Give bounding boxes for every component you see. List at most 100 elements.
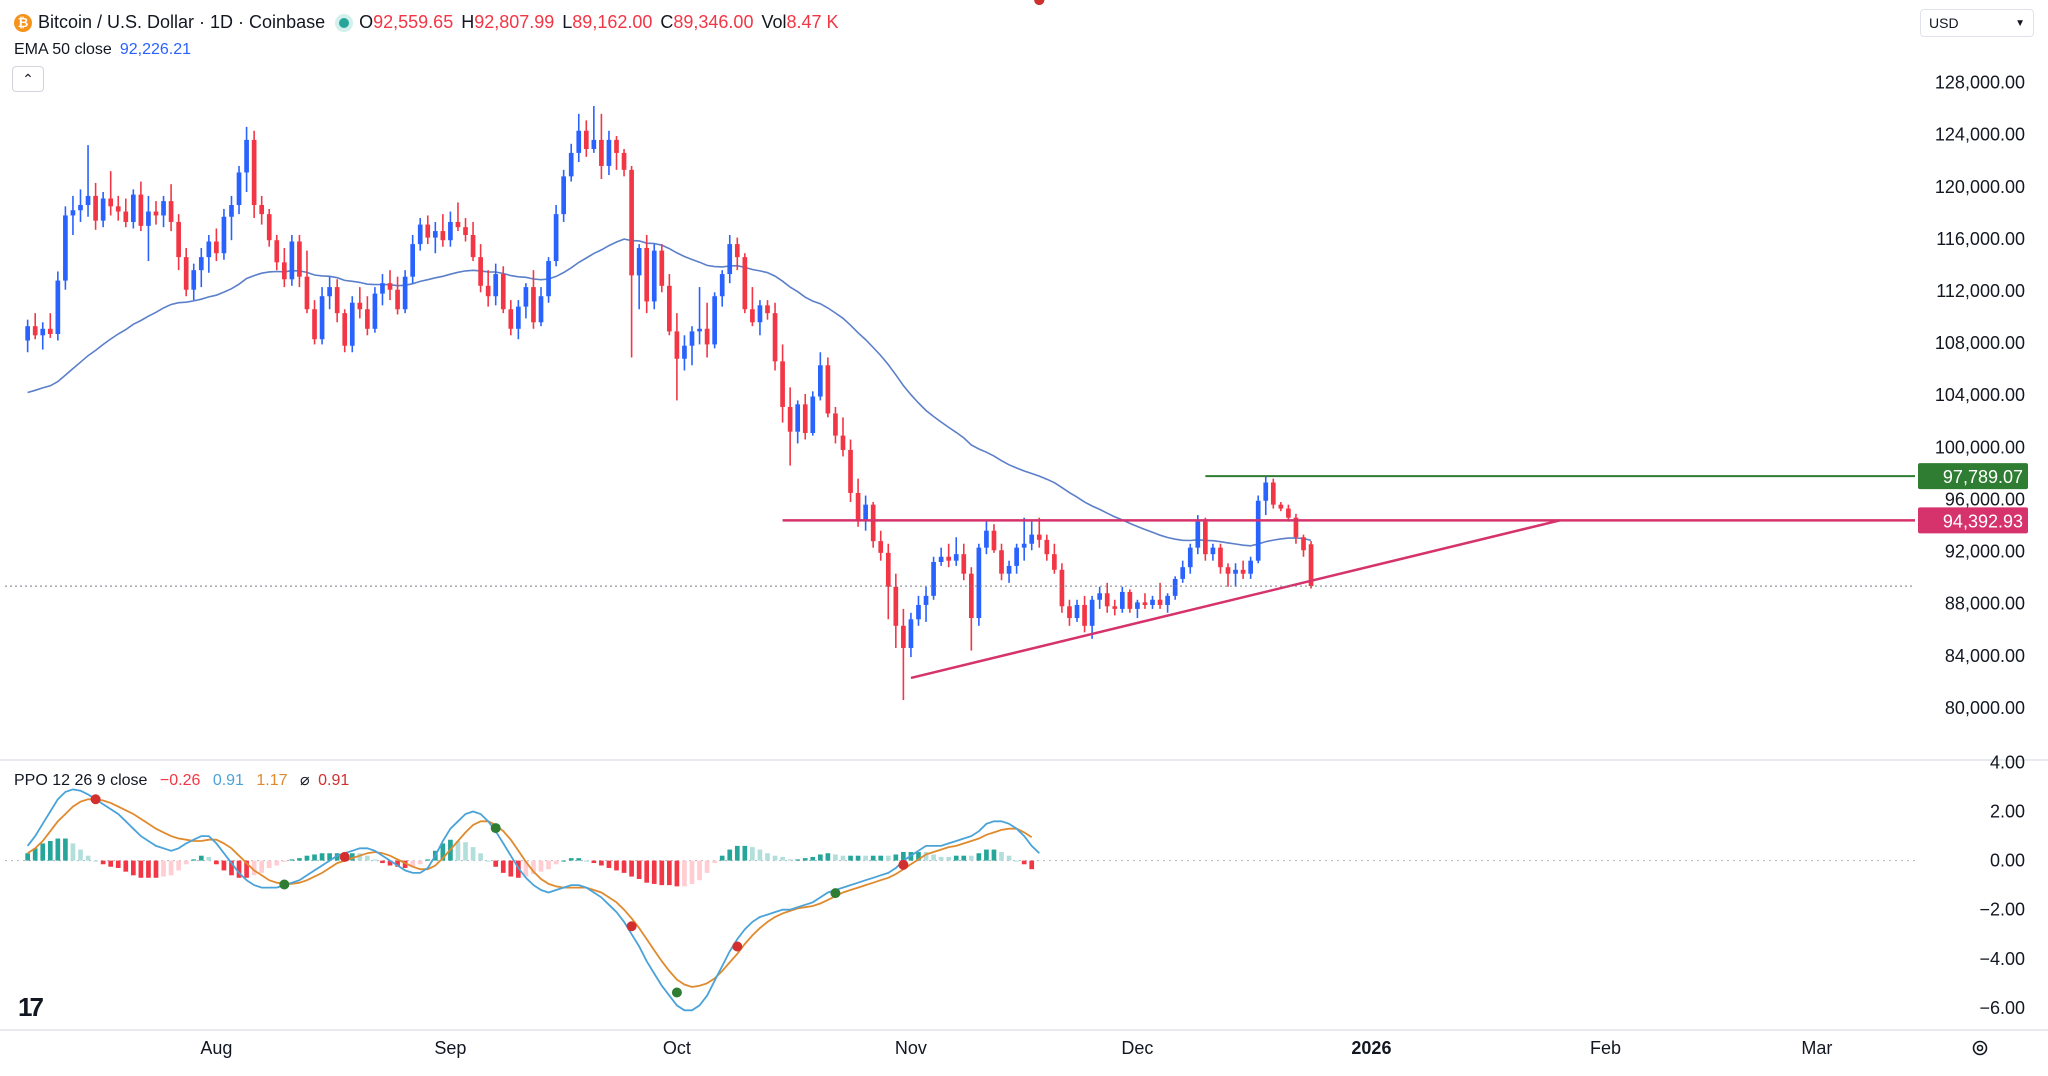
ppo-cross-dot	[279, 879, 290, 890]
candle-body	[1067, 606, 1072, 618]
candle-body	[787, 406, 793, 432]
ppo-hist-bar	[289, 859, 295, 861]
ppo-hist-bar	[772, 855, 778, 861]
candle-body	[1157, 599, 1163, 605]
candles-layer	[25, 106, 1314, 701]
candle-body	[221, 216, 227, 254]
candle-body	[334, 287, 340, 314]
ppo-hist-bar	[85, 855, 91, 861]
candle-body	[1044, 539, 1050, 555]
candle-body	[614, 139, 619, 153]
ppo-hist-bar	[674, 860, 680, 887]
candle-body	[863, 504, 868, 521]
candle-body	[1286, 508, 1291, 518]
candle-body	[833, 413, 838, 436]
candle-body	[70, 210, 76, 216]
candle-body	[365, 309, 370, 329]
time-tick-label: Nov	[895, 1038, 927, 1058]
candle-body	[659, 250, 665, 286]
ppo-hist-bar	[576, 858, 582, 861]
candle-body	[1225, 567, 1231, 574]
tradingview-logo[interactable]: 17	[18, 992, 44, 1022]
low-value: 89,162.00	[572, 12, 653, 32]
ppo-hist-bar	[621, 860, 627, 873]
ppo-hist-bar	[991, 849, 997, 861]
ppo-hist-bar	[508, 860, 514, 877]
candle-body	[636, 248, 642, 276]
candle-body	[289, 241, 295, 280]
candle-body	[500, 274, 506, 310]
ppo-cross-dot	[1034, 0, 1045, 5]
price-axis: 128,000.00 124,000.00 120,000.00 116,000.00…	[1918, 73, 2028, 1018]
ppo-hist-bar	[531, 860, 536, 875]
ppo-hist-bar	[176, 860, 181, 871]
ppo-hist-bar	[500, 860, 506, 873]
ppo-hist-bar	[765, 853, 770, 861]
ppo-hist-bar	[372, 859, 378, 861]
currency-select[interactable]: USD ▼	[1920, 9, 2034, 37]
candle-body	[349, 302, 355, 346]
price-tick-label: 80,000.00	[1945, 698, 2025, 718]
candle-body	[727, 244, 733, 275]
ppo-legend[interactable]: PPO 12 26 9 close −0.26 0.91 1.17 ⌀ 0.91	[14, 770, 349, 790]
collapse-legend-button[interactable]: ⌃	[12, 66, 44, 92]
time-tick-label: Mar	[1801, 1038, 1832, 1058]
ema-legend[interactable]: EMA 50 close 92,226.21	[14, 41, 191, 59]
candle-body	[674, 331, 680, 359]
candle-body	[870, 504, 876, 542]
candle-body	[304, 276, 310, 310]
candle-body	[85, 195, 91, 206]
ppo-hist-bar	[968, 855, 974, 861]
candle-body	[387, 283, 393, 290]
candle-body	[931, 561, 936, 596]
candle-body	[410, 244, 416, 277]
price-tick-label: 88,000.00	[1945, 594, 2025, 614]
candle-body	[772, 313, 778, 362]
open-value: 92,559.65	[373, 12, 454, 32]
candle-body	[817, 365, 823, 397]
ppo-hist-bar	[304, 855, 310, 861]
candle-body	[1165, 595, 1170, 605]
ppo-tick-label: −2.00	[1979, 900, 2025, 920]
candle-body	[961, 554, 967, 574]
ppo-hist-bar	[221, 860, 227, 871]
ppo-hist-bar	[953, 855, 959, 861]
candle-body	[508, 309, 514, 329]
chevron-down-icon: ▼	[2015, 17, 2025, 29]
ppo-hist-bar	[108, 860, 114, 867]
candle-body	[1278, 504, 1284, 509]
candle-body	[1006, 565, 1012, 574]
candle-body	[191, 270, 197, 290]
candle-body	[795, 404, 801, 432]
close-label: C	[660, 12, 674, 32]
ppo-hist-bar	[931, 854, 936, 861]
candle-body	[138, 194, 144, 226]
ppo-hist-bar	[297, 858, 302, 861]
gear-icon[interactable]	[1970, 1038, 1990, 1058]
price-tick-label: 116,000.00	[1936, 229, 2025, 249]
ppo-hist-bar	[583, 860, 589, 862]
ppo-hist-bar	[561, 860, 566, 862]
candle-body	[55, 280, 61, 334]
bitcoin-icon: ₿	[14, 13, 32, 32]
close-value: 89,346.00	[673, 12, 754, 32]
ppo-hist-bar	[644, 860, 650, 883]
candle-body	[1263, 482, 1269, 501]
ppo-hist-bar	[878, 855, 884, 861]
ppo-hist-bar	[138, 860, 144, 878]
ppo-hist-bar	[485, 860, 491, 862]
symbol-title[interactable]: Bitcoin / U.S. Dollar · 1D · Coinbase	[38, 12, 326, 32]
ppo-hist-bar	[168, 860, 174, 876]
candle-body	[153, 211, 159, 216]
ppo-hist-bar	[236, 860, 242, 878]
high-value: 92,807.99	[474, 12, 555, 32]
candle-body	[568, 152, 574, 177]
candle-body	[1150, 599, 1155, 605]
candle-body	[327, 287, 332, 297]
candle-body	[1112, 606, 1118, 609]
ppo-hist-bar	[568, 858, 574, 861]
ema-label: EMA 50 close	[14, 41, 112, 58]
ppo-hist-bar	[259, 860, 265, 873]
candle-body	[206, 241, 212, 258]
